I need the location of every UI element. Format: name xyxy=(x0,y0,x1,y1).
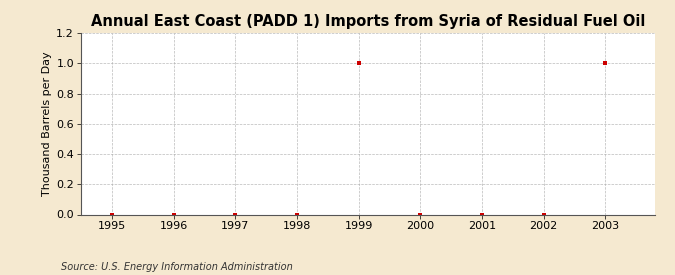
Title: Annual East Coast (PADD 1) Imports from Syria of Residual Fuel Oil: Annual East Coast (PADD 1) Imports from … xyxy=(90,14,645,29)
Y-axis label: Thousand Barrels per Day: Thousand Barrels per Day xyxy=(42,51,52,196)
Text: Source: U.S. Energy Information Administration: Source: U.S. Energy Information Administ… xyxy=(61,262,292,272)
